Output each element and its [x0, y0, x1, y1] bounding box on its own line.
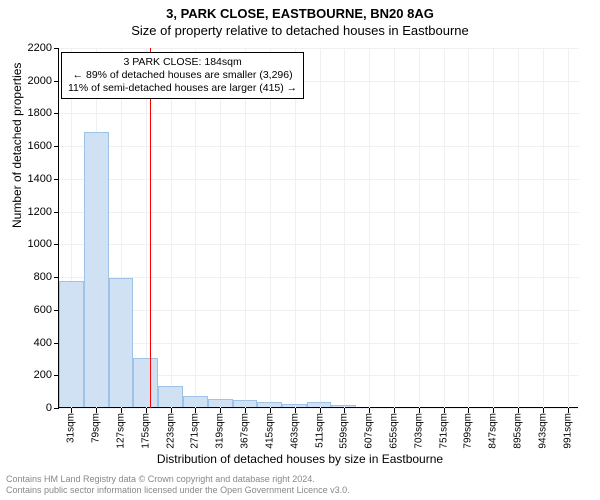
histogram-bar: [282, 404, 307, 407]
histogram-bar: [109, 278, 134, 407]
gridline-vertical: [568, 48, 569, 408]
annotation-line: ← 89% of detached houses are smaller (3,…: [68, 69, 297, 82]
x-tick-label: 895sqm: [513, 413, 524, 449]
chart-title-sub: Size of property relative to detached ho…: [0, 21, 600, 38]
histogram-bar: [307, 402, 332, 407]
x-tick-label: 511sqm: [314, 413, 325, 448]
gridline-vertical: [195, 48, 196, 408]
y-tick-mark: [54, 81, 59, 82]
gridline-vertical: [320, 48, 321, 408]
histogram-bar: [233, 400, 257, 407]
histogram-bar: [331, 405, 356, 407]
plot-region: 0200400600800100012001400160018002000220…: [58, 48, 578, 408]
y-tick-label: 400: [12, 337, 52, 349]
x-tick-label: 559sqm: [339, 413, 350, 449]
gridline-vertical: [419, 48, 420, 408]
x-tick-label: 463sqm: [289, 413, 300, 449]
y-tick-mark: [54, 212, 59, 213]
x-tick-label: 751sqm: [438, 413, 449, 449]
gridline-vertical: [171, 48, 172, 408]
y-tick-label: 1600: [12, 140, 52, 152]
histogram-bar: [257, 402, 282, 407]
histogram-bar: [84, 132, 109, 407]
gridline-vertical: [369, 48, 370, 408]
chart-area: 0200400600800100012001400160018002000220…: [58, 48, 578, 408]
y-tick-mark: [54, 113, 59, 114]
gridline-vertical: [518, 48, 519, 408]
y-tick-mark: [54, 277, 59, 278]
x-tick-label: 847sqm: [488, 413, 499, 449]
property-marker-line: [150, 48, 151, 408]
x-tick-label: 799sqm: [463, 413, 474, 449]
gridline-vertical: [468, 48, 469, 408]
histogram-bar: [183, 396, 208, 407]
y-tick-label: 2000: [12, 75, 52, 87]
y-tick-label: 0: [12, 402, 52, 414]
x-tick-label: 79sqm: [91, 413, 102, 443]
x-tick-label: 127sqm: [116, 413, 127, 449]
y-tick-label: 1200: [12, 206, 52, 218]
gridline-vertical: [543, 48, 544, 408]
y-tick-mark: [54, 179, 59, 180]
gridline-vertical: [245, 48, 246, 408]
y-tick-label: 2200: [12, 42, 52, 54]
y-tick-mark: [54, 48, 59, 49]
gridline-vertical: [344, 48, 345, 408]
annotation-line: 11% of semi-detached houses are larger (…: [68, 82, 297, 95]
footer-line-2: Contains public sector information licen…: [6, 485, 350, 496]
gridline-vertical: [295, 48, 296, 408]
x-tick-label: 943sqm: [537, 413, 548, 449]
y-tick-label: 600: [12, 304, 52, 316]
y-tick-label: 800: [12, 271, 52, 283]
histogram-bar: [158, 386, 183, 407]
gridline-vertical: [444, 48, 445, 408]
gridline-vertical: [146, 48, 147, 408]
histogram-bar: [208, 399, 233, 407]
y-tick-label: 1000: [12, 238, 52, 250]
footer-attribution: Contains HM Land Registry data © Crown c…: [6, 474, 350, 496]
x-tick-label: 271sqm: [190, 413, 201, 449]
y-tick-mark: [54, 408, 59, 409]
x-tick-label: 703sqm: [413, 413, 424, 449]
y-tick-mark: [54, 146, 59, 147]
x-tick-label: 415sqm: [264, 413, 275, 449]
x-tick-label: 31sqm: [66, 413, 77, 443]
y-tick-label: 200: [12, 369, 52, 381]
histogram-bar: [59, 281, 84, 407]
footer-line-1: Contains HM Land Registry data © Crown c…: [6, 474, 350, 485]
x-tick-label: 367sqm: [240, 413, 251, 449]
x-tick-label: 223sqm: [165, 413, 176, 449]
gridline-vertical: [270, 48, 271, 408]
annotation-line: 3 PARK CLOSE: 184sqm: [68, 56, 297, 69]
x-tick-label: 175sqm: [140, 413, 151, 449]
gridline-vertical: [220, 48, 221, 408]
y-tick-mark: [54, 244, 59, 245]
chart-title-main: 3, PARK CLOSE, EASTBOURNE, BN20 8AG: [0, 0, 600, 21]
x-tick-label: 607sqm: [364, 413, 375, 449]
gridline-vertical: [394, 48, 395, 408]
x-tick-label: 991sqm: [562, 413, 573, 449]
property-annotation-box: 3 PARK CLOSE: 184sqm← 89% of detached ho…: [61, 52, 304, 99]
y-tick-label: 1400: [12, 173, 52, 185]
x-tick-label: 319sqm: [215, 413, 226, 449]
gridline-vertical: [493, 48, 494, 408]
histogram-bar: [133, 358, 158, 407]
y-tick-label: 1800: [12, 107, 52, 119]
x-tick-label: 655sqm: [388, 413, 399, 449]
x-axis-label: Distribution of detached houses by size …: [0, 452, 600, 466]
